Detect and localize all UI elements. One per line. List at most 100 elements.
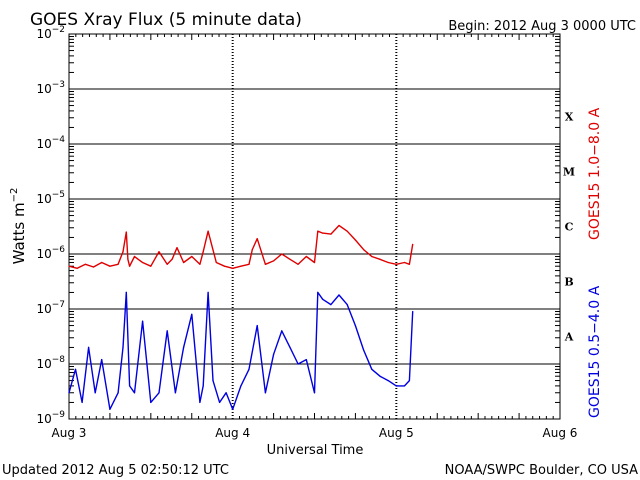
data-point xyxy=(305,359,307,361)
y-tick-label: 10−5 xyxy=(36,190,65,206)
y-axis-ticks: 10−210−310−410−510−610−710−810−9 xyxy=(36,25,560,426)
data-point xyxy=(346,230,348,232)
data-point xyxy=(191,255,193,258)
y-tick-label-base: 10 xyxy=(36,357,51,371)
y-tick-label-exponent: −7 xyxy=(52,300,65,310)
data-point xyxy=(322,232,324,234)
y-tick-label-exponent: −5 xyxy=(52,190,65,200)
data-point xyxy=(122,251,124,253)
updated-timestamp: Updated 2012 Aug 5 02:50:12 UTC xyxy=(2,463,229,478)
data-point xyxy=(330,304,332,306)
y-tick-label: 10−2 xyxy=(36,25,65,41)
data-point xyxy=(166,263,168,265)
data-point xyxy=(125,291,127,293)
legend-long-channel: GOES15 1.0−8.0 A xyxy=(587,107,603,240)
data-point xyxy=(129,265,131,267)
data-point xyxy=(273,353,275,355)
data-point xyxy=(379,375,381,377)
y-tick-label-base: 10 xyxy=(36,302,51,316)
data-point xyxy=(202,385,204,387)
data-point xyxy=(240,385,242,387)
y-tick-label: 10−7 xyxy=(36,300,65,316)
data-point xyxy=(101,261,103,264)
data-point xyxy=(363,249,365,251)
y-tick-label-exponent: −8 xyxy=(52,355,66,365)
data-point xyxy=(176,247,178,249)
data-point xyxy=(199,263,201,265)
data-point xyxy=(264,392,266,394)
data-point xyxy=(338,224,340,227)
data-point xyxy=(371,255,373,258)
data-point xyxy=(158,392,160,394)
data-point xyxy=(387,380,389,382)
x-axis-label: Universal Time xyxy=(267,443,364,458)
data-point xyxy=(338,294,340,296)
data-point xyxy=(305,255,307,258)
x-tick-label: Aug 5 xyxy=(379,426,414,440)
y-tick-label-exponent: −4 xyxy=(52,135,66,145)
data-point xyxy=(330,233,332,235)
data-point xyxy=(281,330,283,332)
data-point xyxy=(117,392,119,394)
data-point xyxy=(199,401,201,403)
y-axis-label-exponent: −2 xyxy=(9,188,20,203)
data-point xyxy=(346,304,348,306)
x-axis-ticks: Aug 3 Aug 4 Aug 5 Aug 6 xyxy=(52,34,577,440)
data-point xyxy=(183,346,185,348)
data-point xyxy=(109,265,111,267)
flare-class-m: M xyxy=(563,166,575,179)
data-point xyxy=(379,258,381,260)
data-point xyxy=(207,291,209,293)
chart-title: GOES Xray Flux (5 minute data) xyxy=(30,10,302,30)
x-tick-label: Aug 3 xyxy=(52,426,87,440)
source-credit: NOAA/SWPC Boulder, CO USA xyxy=(445,463,638,478)
data-point xyxy=(150,265,152,267)
y-tick-label-base: 10 xyxy=(36,137,51,151)
y-tick-label-exponent: −3 xyxy=(52,80,65,90)
plot-area-frame xyxy=(68,33,561,420)
data-point xyxy=(84,263,86,265)
begin-time-label: Begin: 2012 Aug 3 0000 UTC xyxy=(448,19,636,34)
data-point xyxy=(251,249,253,251)
svg-text:Watts m−2: Watts m−2 xyxy=(9,188,28,265)
flare-class-c: C xyxy=(565,221,574,234)
data-point xyxy=(297,263,299,265)
data-point xyxy=(403,261,406,264)
y-tick-label-exponent: −9 xyxy=(52,410,66,420)
y-tick-label: 10−6 xyxy=(36,245,65,261)
flare-class-b: B xyxy=(564,276,573,289)
data-point xyxy=(403,385,406,387)
data-point xyxy=(171,258,173,260)
data-point xyxy=(313,261,316,264)
data-point xyxy=(395,385,397,387)
data-point xyxy=(150,401,152,403)
data-point xyxy=(248,368,250,370)
y-tick-label: 10−8 xyxy=(36,355,65,371)
data-point xyxy=(317,291,319,293)
y-tick-label: 10−3 xyxy=(36,80,65,96)
data-point xyxy=(88,346,90,348)
data-point xyxy=(354,239,356,241)
series-layer xyxy=(68,224,414,410)
data-point xyxy=(219,401,221,403)
data-point xyxy=(281,253,283,255)
y-axis-label: Watts m−2 xyxy=(9,188,28,265)
data-point xyxy=(125,231,127,233)
y-axis-label-base: Watts m xyxy=(10,202,28,264)
data-point xyxy=(264,263,266,265)
data-point xyxy=(74,368,77,370)
series-short-channel xyxy=(68,291,414,410)
y-tick-label-base: 10 xyxy=(36,412,51,426)
data-point xyxy=(158,251,160,253)
y-tick-label: 10−4 xyxy=(36,135,65,151)
data-point xyxy=(225,392,227,394)
data-point xyxy=(412,310,414,313)
data-point xyxy=(127,258,129,260)
data-point xyxy=(142,261,144,264)
data-point xyxy=(94,392,96,394)
data-point xyxy=(289,346,291,348)
data-point xyxy=(412,243,414,245)
data-point xyxy=(363,349,365,351)
y-tick-label-base: 10 xyxy=(36,27,51,41)
